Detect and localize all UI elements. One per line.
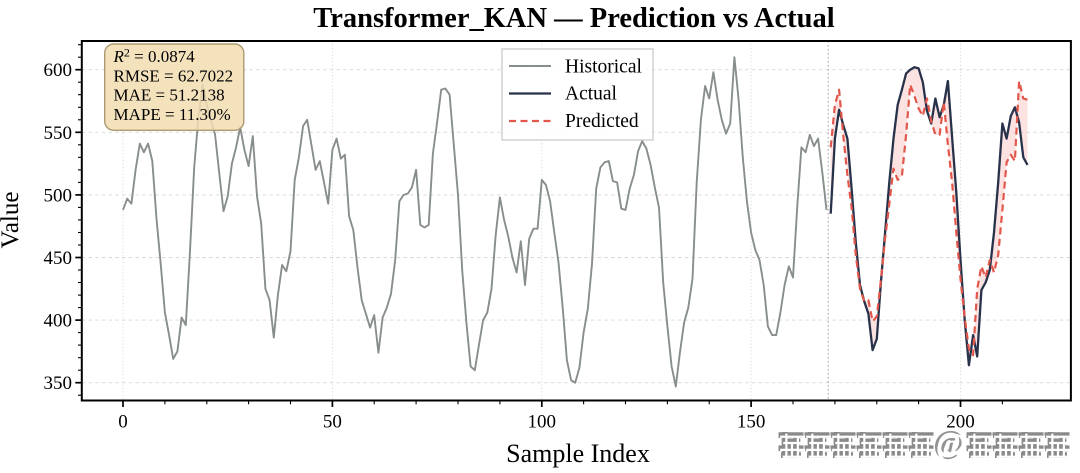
svg-text:@: @ [936, 427, 967, 463]
svg-text:Value: Value [0, 192, 24, 249]
svg-text:600: 600 [44, 60, 73, 81]
svg-text:RMSE = 62.7022: RMSE = 62.7022 [114, 67, 234, 86]
svg-text:400: 400 [44, 311, 73, 332]
svg-text:150: 150 [737, 412, 766, 433]
svg-text:50: 50 [323, 412, 342, 433]
svg-text:MAPE = 11.30%: MAPE = 11.30% [114, 105, 231, 124]
svg-text:0: 0 [118, 412, 128, 433]
svg-text:Historical: Historical [565, 57, 642, 78]
svg-text:Predicted: Predicted [565, 111, 639, 132]
svg-text:550: 550 [44, 123, 73, 144]
svg-text:100: 100 [528, 412, 557, 433]
svg-text:R2 = 0.0874: R2 = 0.0874 [113, 46, 196, 67]
svg-text:Actual: Actual [565, 84, 618, 105]
svg-text:Transformer_KAN — Prediction v: Transformer_KAN — Prediction vs Actual [313, 3, 834, 34]
svg-text:MAE = 51.2138: MAE = 51.2138 [114, 86, 225, 105]
svg-text:200: 200 [946, 412, 975, 433]
svg-text:@: @ [933, 425, 964, 461]
svg-text:500: 500 [44, 185, 73, 206]
svg-text:350: 350 [44, 373, 73, 394]
svg-text:450: 450 [44, 248, 73, 269]
svg-text:Sample Index: Sample Index [506, 439, 650, 468]
